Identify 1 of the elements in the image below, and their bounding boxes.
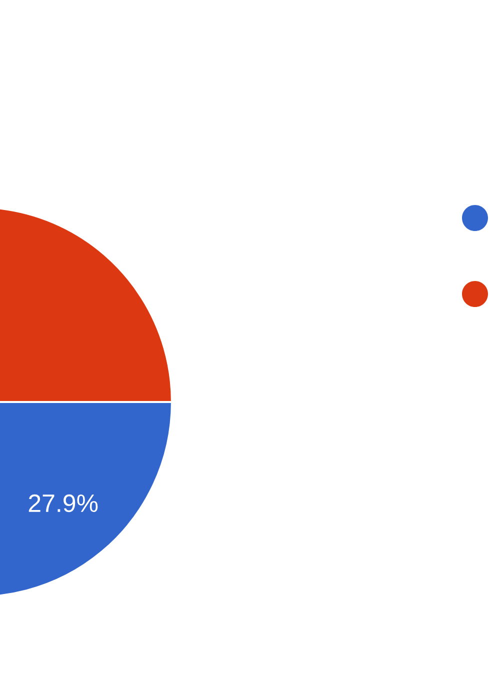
data-label: 27.9% bbox=[28, 494, 98, 512]
